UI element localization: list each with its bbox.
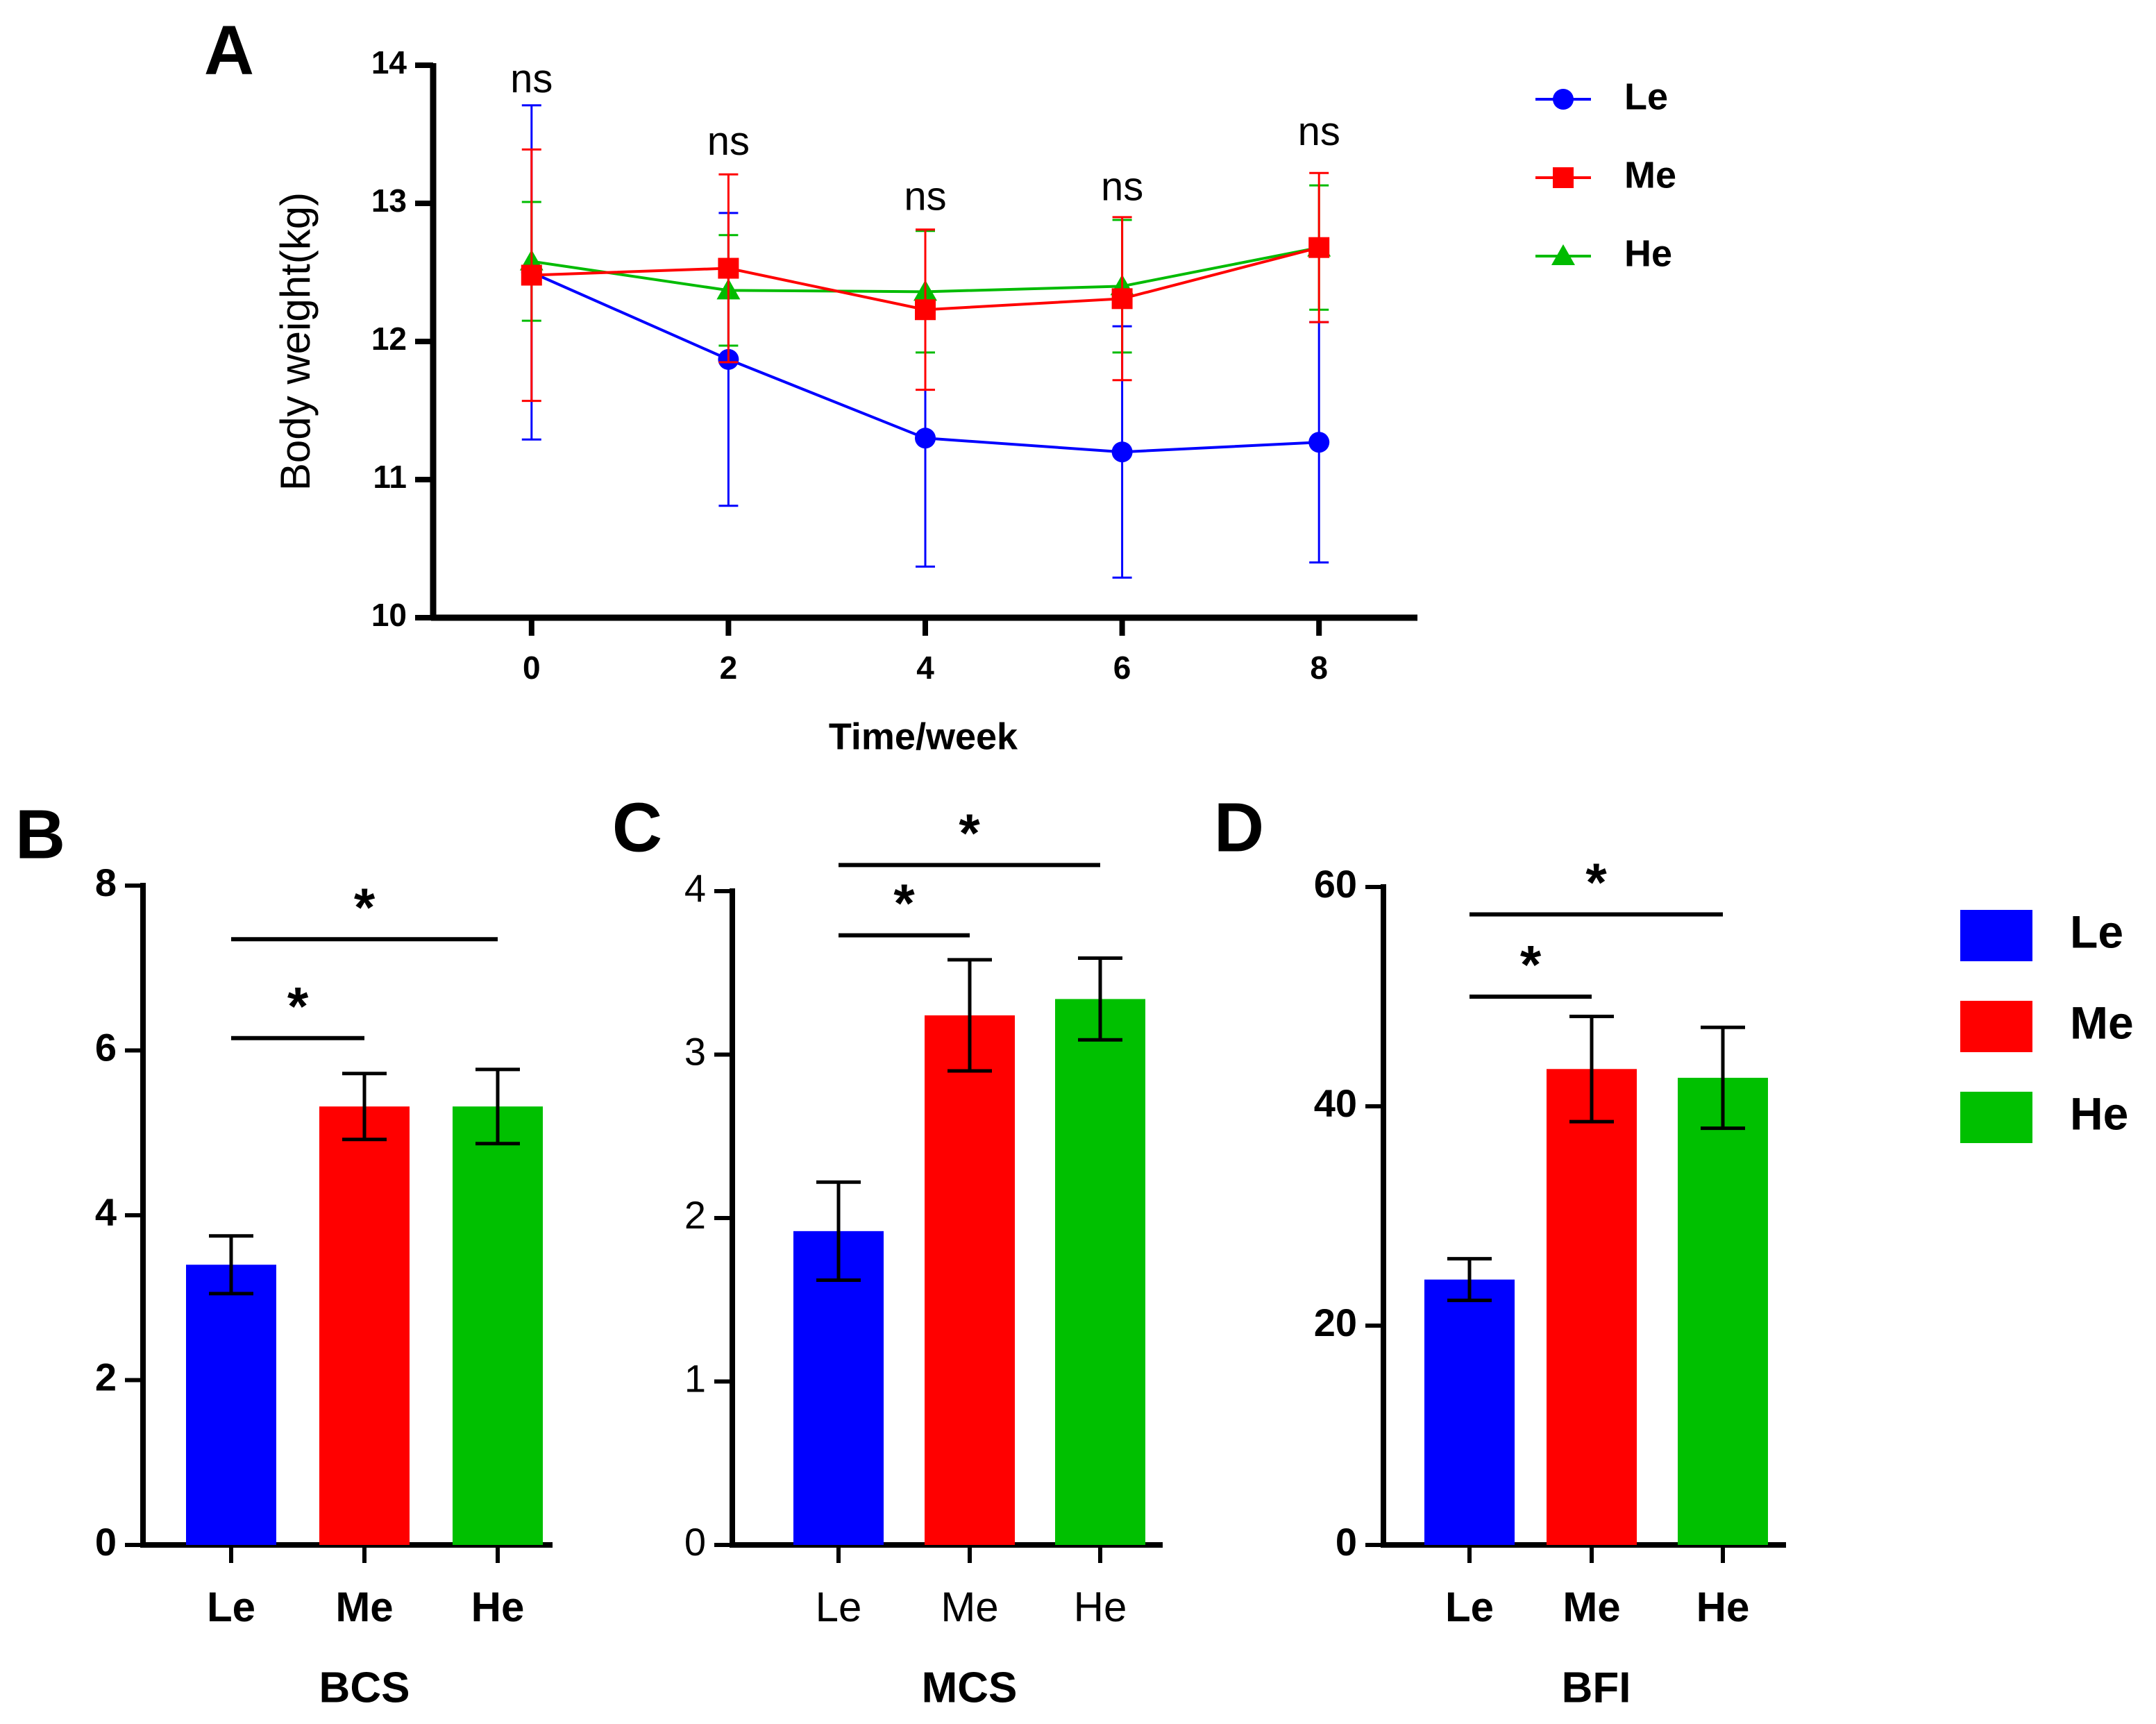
y-tick-label: 6 [95,1025,117,1069]
panel-label-c: C [612,788,662,866]
data-point [1308,432,1330,453]
significance-star: * [959,802,980,863]
ns-annotation: ns [904,174,946,219]
data-point [521,264,542,286]
y-tick-label: 4 [95,1190,117,1234]
legend-marker [1551,244,1575,265]
y-tick-label: 10 [371,597,407,633]
bar-le [793,1231,884,1545]
y-axis-title: Body weight(kg) [272,192,319,491]
bar-me [925,1015,1015,1545]
panel-label-d: D [1214,788,1264,866]
ns-annotation: ns [510,56,553,101]
x-axis-title: Time/week [829,716,1018,757]
data-point [1111,441,1133,463]
panel-label-a: A [204,11,254,89]
panel-b-bar-chart: B 0 2 4 6 8 Le Me He * * BCS [15,795,553,1712]
legend-line: Le Me He [1535,76,1676,274]
x-tick-label: 4 [916,650,934,686]
y-tick-label: 1 [684,1356,706,1400]
y-tick-label: 4 [684,866,706,910]
ns-annotation: ns [1101,164,1143,209]
x-tick-label: 0 [523,650,541,686]
y-tick-label: 20 [1314,1301,1357,1344]
bar-he [1678,1077,1768,1545]
legend-label: Me [1624,154,1676,196]
significance-star: * [893,872,915,933]
x-tick-label: Le [816,1584,862,1630]
bar-me [1547,1069,1637,1545]
significance-star: * [1585,852,1607,913]
panel-label-b: B [15,795,65,873]
ns-annotation: ns [707,119,750,164]
x-tick-label: Me [941,1584,998,1630]
x-tick-label: Le [207,1584,255,1630]
y-tick-label: 13 [371,183,407,219]
data-point [915,428,936,449]
x-tick-label: He [1074,1584,1127,1630]
panel-d-bar-chart: D 0 20 40 60 Le Me He * * BFI [1214,788,1786,1712]
legend-bars: Le Me He [1960,906,2134,1143]
y-tick-label: 14 [371,44,407,81]
x-tick-label: 2 [720,650,738,686]
legend-swatch [1960,1092,2032,1143]
y-tick-label: 60 [1314,862,1357,906]
data-point [1111,288,1133,310]
legend-label: Le [2070,906,2123,957]
data-point [915,299,936,321]
bar-he [453,1106,543,1545]
bar-le [1424,1279,1515,1545]
y-tick-label: 11 [373,459,407,495]
x-tick-label: Me [335,1584,393,1630]
x-axis-title: BFI [1562,1664,1631,1712]
x-tick-label: Me [1563,1584,1620,1630]
panel-a-line-chart: A 10 11 12 13 14 0 2 4 6 8 Time/week Body weight(kg)… [204,11,1676,757]
significance-star: * [287,975,309,1036]
legend-marker [1553,167,1574,188]
bar-le [186,1265,276,1545]
bar-me [319,1106,410,1545]
bar-he [1055,999,1145,1545]
series-me [521,148,1330,403]
legend-marker [1553,89,1574,110]
legend-swatch [1960,910,2032,961]
y-tick-label: 12 [371,321,407,357]
legend-label: Me [2070,997,2134,1048]
y-tick-label: 0 [95,1520,117,1564]
legend-swatch [1960,1001,2032,1052]
x-axis-title: BCS [319,1664,410,1712]
y-tick-label: 3 [684,1029,706,1073]
x-axis-title: MCS [922,1664,1018,1712]
y-tick-label: 2 [95,1355,117,1398]
significance-star: * [1520,934,1542,995]
x-tick-label: 6 [1113,650,1131,686]
data-point [1308,237,1330,258]
legend-label: Le [1624,76,1668,117]
data-point [718,257,739,279]
significance-star: * [354,877,376,938]
y-tick-label: 40 [1314,1081,1357,1125]
y-tick-label: 0 [684,1520,706,1564]
y-tick-label: 0 [1336,1520,1357,1564]
y-tick-label: 2 [684,1193,706,1237]
legend-label: He [2070,1088,2128,1139]
ns-annotation: ns [1298,109,1340,154]
x-tick-label: 8 [1310,650,1328,686]
x-tick-label: He [471,1584,525,1630]
y-tick-label: 8 [95,861,117,904]
x-tick-label: Le [1445,1584,1494,1630]
legend-label: He [1624,233,1672,274]
x-tick-label: He [1696,1584,1750,1630]
panel-c-bar-chart: C 0 1 2 3 4 Le Me He * * MCS [612,788,1163,1712]
